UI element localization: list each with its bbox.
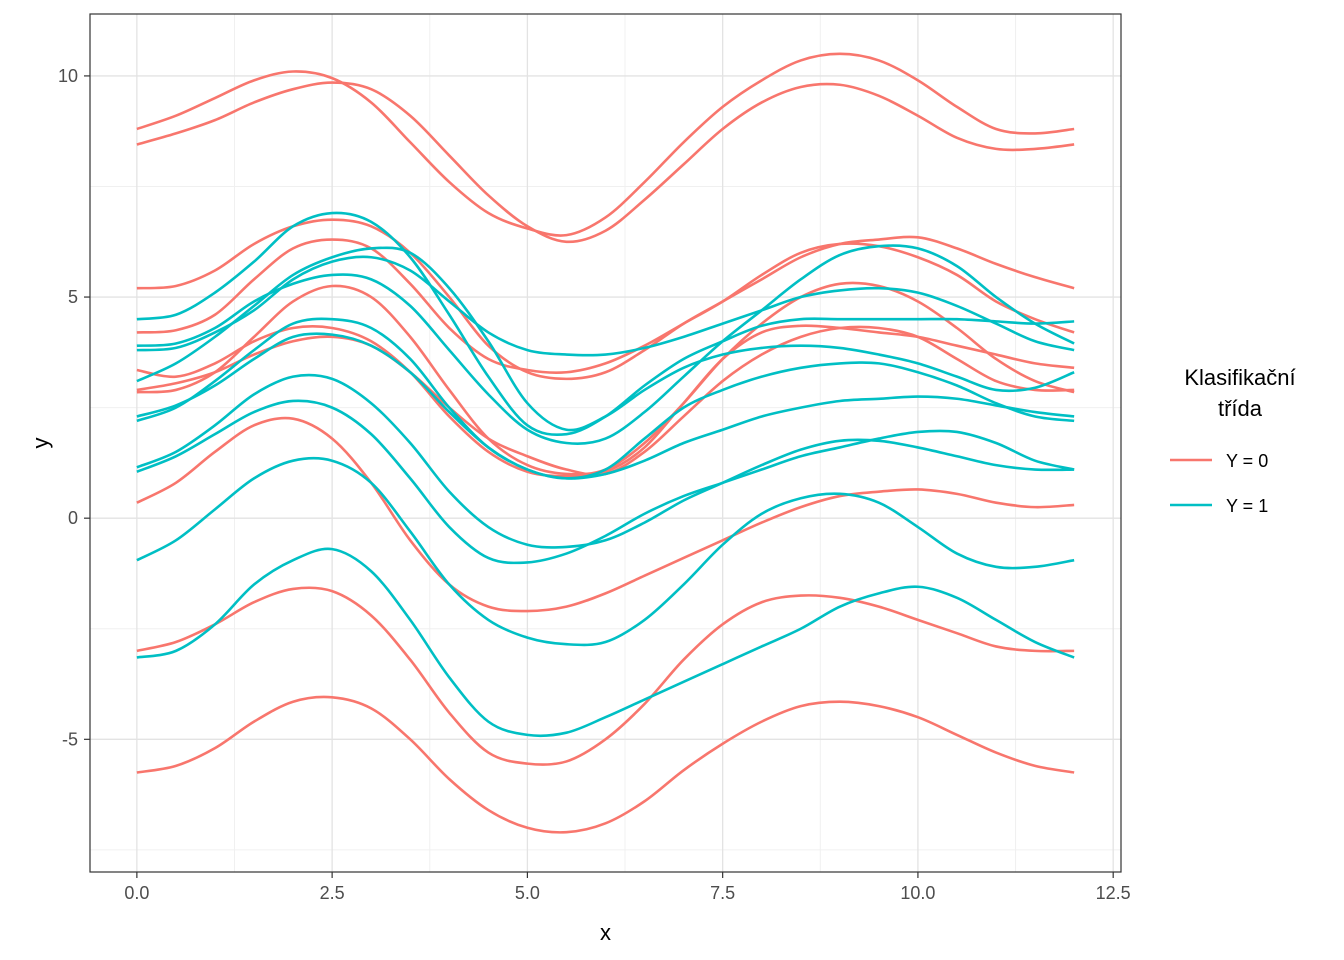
legend-title-line1: Klasifikační	[1184, 365, 1295, 390]
x-tick-label: 5.0	[515, 883, 540, 903]
y-tick-label: 5	[68, 287, 78, 307]
x-tick-label: 0.0	[124, 883, 149, 903]
grid-major	[90, 14, 1121, 872]
legend-item-label: Y = 0	[1226, 451, 1268, 471]
series-line-class-1-16	[136, 332, 1075, 480]
y-tick-label: 0	[68, 508, 78, 528]
legend-item-label: Y = 1	[1226, 496, 1268, 516]
series-line-class-1-15	[136, 317, 1075, 480]
series-line-class-0-2	[136, 81, 1075, 244]
legend-items: Y = 0 Y = 1	[1170, 451, 1268, 516]
y-tick-label: 10	[58, 66, 78, 86]
grid-minor	[90, 14, 1121, 872]
series-line-class-0-9	[136, 586, 1075, 766]
series-group	[136, 52, 1075, 834]
y-tick-label: -5	[62, 729, 78, 749]
series-line-class-1-20	[136, 547, 1075, 738]
legend-title-line2: třída	[1218, 396, 1263, 421]
x-axis-title: x	[600, 920, 611, 945]
legend: Klasifikační třída Y = 0 Y = 1	[1170, 365, 1296, 516]
x-tick-label: 10.0	[900, 883, 935, 903]
series-line-class-0-1	[136, 52, 1075, 237]
panel-border	[89, 13, 1122, 873]
x-axis: 0.0 2.5 5.0 7.5 10.0 12.5	[124, 872, 1131, 903]
series-line-class-0-10	[136, 695, 1075, 834]
series-line-class-1-17	[136, 373, 1075, 549]
series-line-class-1-19	[136, 456, 1075, 647]
series-line-class-0-4	[136, 238, 1075, 374]
series-line-class-1-12	[136, 244, 1075, 445]
y-axis-title: y	[28, 438, 53, 449]
series-line-class-1-13	[136, 255, 1075, 357]
x-tick-label: 2.5	[320, 883, 345, 903]
series-line-class-1-18	[136, 399, 1075, 565]
y-axis: -5 0 5 10	[58, 66, 90, 749]
series-line-class-1-14	[136, 246, 1075, 432]
x-tick-label: 7.5	[710, 883, 735, 903]
x-tick-label: 12.5	[1096, 883, 1131, 903]
series-line-class-0-8	[136, 416, 1075, 613]
